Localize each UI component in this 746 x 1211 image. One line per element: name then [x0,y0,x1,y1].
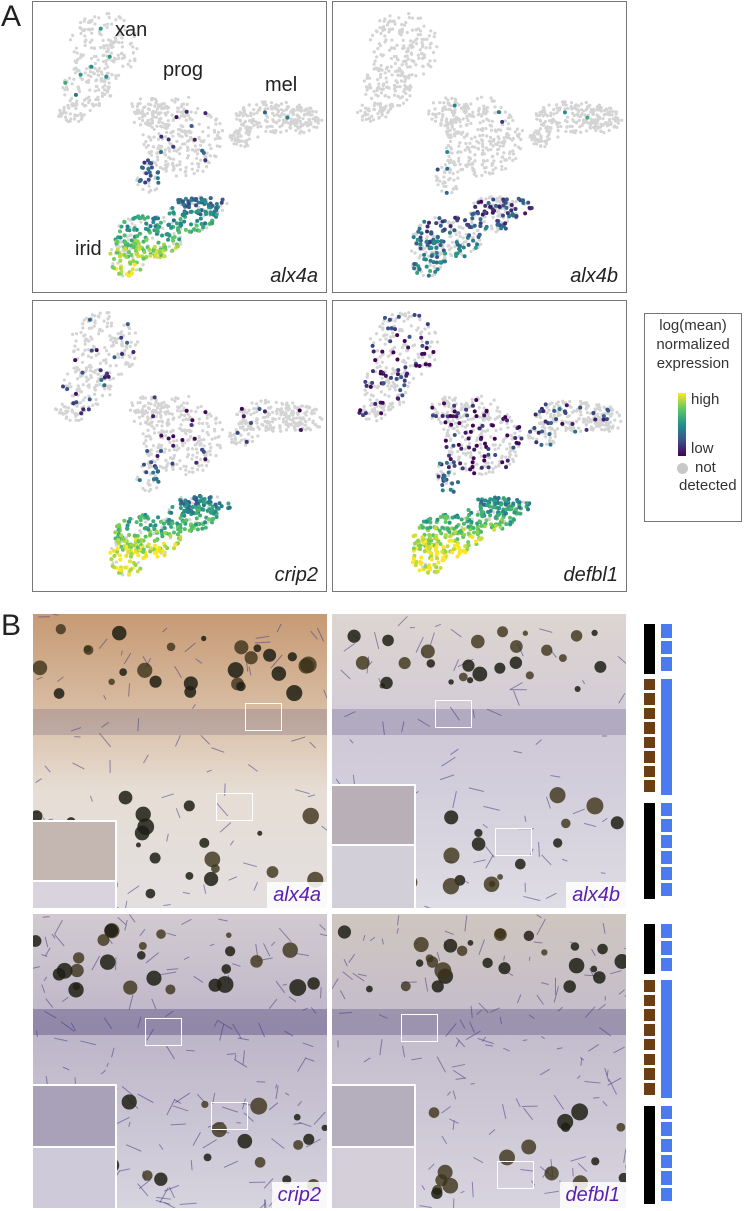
xanthophore-square [644,693,655,705]
roi-box [211,1102,248,1130]
stripe-schematic-top [644,624,674,899]
iridophore-square [661,657,672,671]
ish-photo-crip2: crip2 [33,914,327,1208]
umap-plot-alx4b [355,12,624,278]
zoom-inset-bottom [332,844,416,908]
xanthophore-square [644,1038,655,1051]
melanophore-stripe [644,1106,655,1204]
iridophore-square [661,1171,672,1185]
legend-title-line: expression [656,355,730,372]
xanthophore-square [644,1082,655,1095]
expression-legend: log(mean) normalized expression high low… [644,313,742,522]
roi-box [245,703,282,731]
melanophore-stripe [644,924,655,975]
xanthophore-square [644,722,655,734]
iridophore-stripe [661,980,672,1098]
legend-nd-line: not [695,459,716,476]
xanthophore-square [644,765,655,778]
xanthophore-square [644,1009,655,1022]
umap-gene-label: alx4b [570,265,618,287]
legend-not-detected-dot [677,463,688,474]
zoom-inset-bottom [33,1146,117,1208]
iridophore-square [661,624,672,638]
iridophore-square [661,957,672,972]
iridophore-square [661,1138,672,1152]
xanthophore-square [644,1053,655,1066]
zoom-inset-top [33,820,117,882]
xanthophore-square [644,780,655,792]
iridophore-square [661,940,672,955]
iridophore-square [661,924,672,938]
legend-nd-line: detected [679,477,737,494]
iridophore-square [661,1155,672,1169]
umap-plot-defbl1 [357,311,623,575]
umap-plot-crip2 [53,311,324,577]
legend-not-detected-label: not detected [679,459,737,495]
iridophore-square [661,818,672,832]
umap-panel-defbl1: defbl1 [332,300,627,592]
umap-panel-alx4a: xan prog mel irid alx4a [32,1,327,293]
iridophore-square [661,834,672,848]
cluster-label-xan: xan [115,19,148,41]
umap-panel-crip2: crip2 [32,300,327,592]
ish-gene-label: defbl1 [559,1182,626,1208]
iridophore-square [661,802,672,816]
roi-box [216,793,253,821]
xanthophore-square [644,980,655,992]
roi-box [401,1014,438,1042]
ish-photo-texture [332,914,626,1208]
melanophore-stripe [644,802,655,899]
umap-panel-alx4b: alx4b [332,1,627,293]
zoom-inset-bottom [332,1146,416,1208]
zoom-inset-top [332,784,416,846]
iridophore-square [661,866,672,880]
umap-gene-label: alx4a [270,265,318,287]
legend-high-label: high [691,391,720,408]
legend-title: log(mean) normalized expression [645,316,741,373]
panel-letter-b: B [1,609,22,642]
xanthophore-square [644,707,655,720]
xanthophore-square [644,679,655,691]
roi-box [435,700,472,728]
roi-box [145,1018,182,1046]
umap-plot-alx4a [57,12,324,278]
xanthophore-square [644,1068,655,1080]
roi-box [497,1161,534,1189]
legend-title-line: normalized [656,336,730,353]
ish-photo-defbl1: defbl1 [332,914,626,1208]
cluster-label-irid: irid [75,238,102,260]
iridophore-square [661,1106,672,1120]
ish-gene-label: alx4b [566,882,626,908]
iridophore-square [661,640,672,654]
iridophore-square [661,850,672,864]
ish-photo-alx4b: alx4b [332,614,626,908]
xanthophore-square [644,1024,655,1036]
umap-gene-label: crip2 [274,564,318,586]
zoom-inset-top [332,1084,416,1148]
roi-box [495,828,532,856]
zoom-inset-bottom [33,880,117,908]
iridophore-square [661,882,672,896]
legend-low-label: low [691,440,714,457]
melanophore-stripe [644,624,655,674]
iridophore-square [661,1122,672,1136]
legend-colorbar [678,393,686,456]
ish-gene-label: alx4a [267,882,327,908]
iridophore-stripe [661,679,672,795]
stripe-schematic-bottom [644,924,674,1204]
xanthophore-square [644,994,655,1007]
cluster-label-mel: mel [265,74,298,96]
iridophore-square [661,1187,672,1201]
zoom-inset-top [33,1084,117,1148]
umap-gene-label: defbl1 [563,564,619,586]
ish-gene-label: crip2 [271,1182,327,1208]
xanthophore-square [644,751,655,763]
xanthophore-square [644,736,655,749]
ish-photo-alx4a: alx4a [33,614,327,908]
cluster-label-prog: prog [163,59,204,81]
panel-letter-a: A [1,0,22,33]
legend-title-line: log(mean) [659,317,727,334]
